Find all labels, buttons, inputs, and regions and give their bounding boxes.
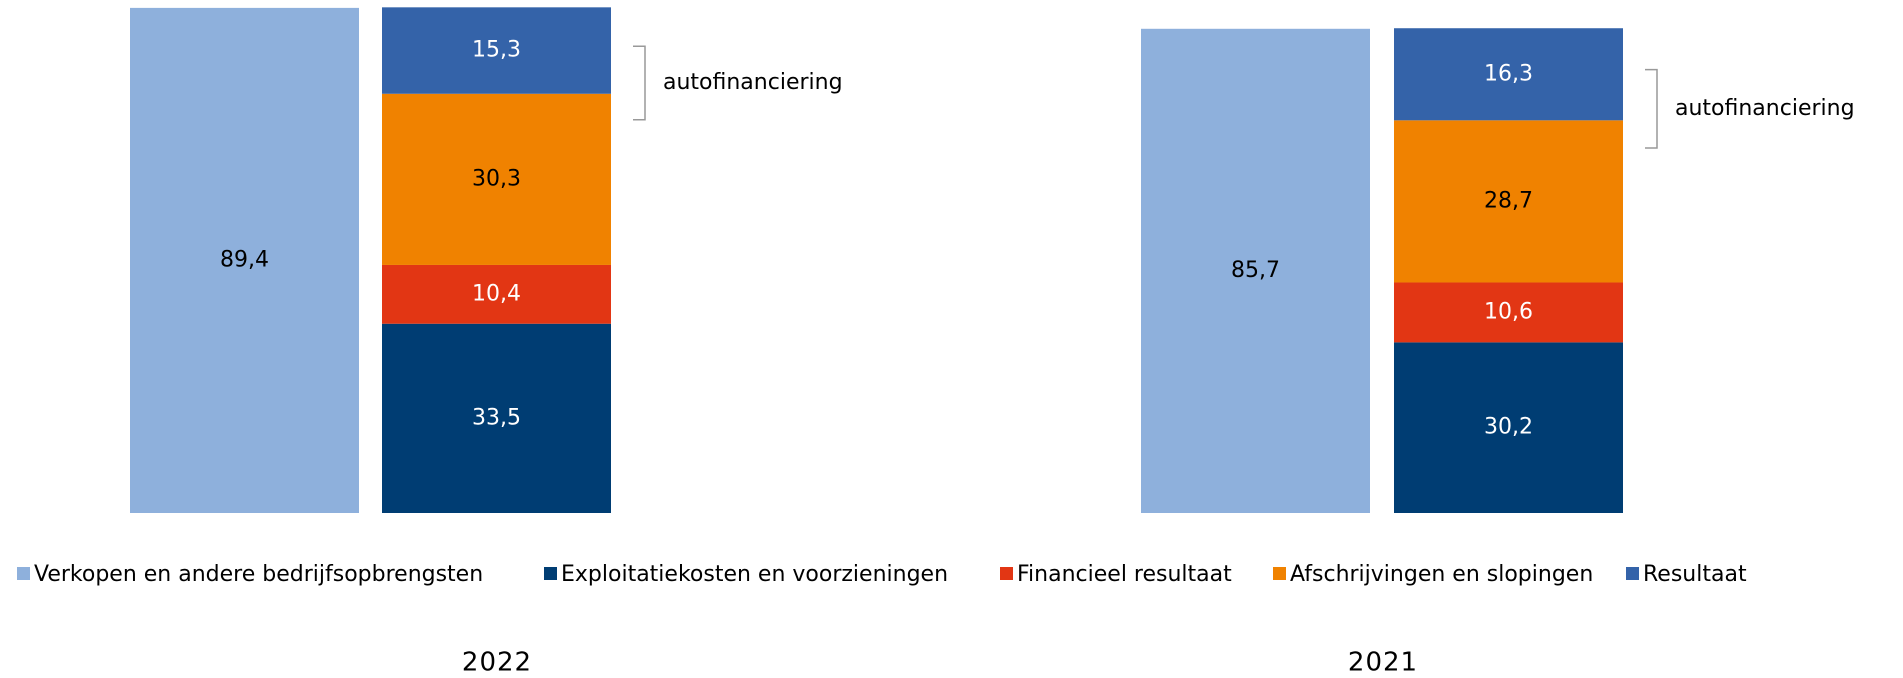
value-label: 28,7 bbox=[1484, 188, 1533, 213]
value-label: 10,4 bbox=[472, 281, 521, 306]
bar-segment bbox=[382, 7, 611, 94]
bar-segment bbox=[1141, 28, 1370, 513]
value-label: 89,4 bbox=[220, 247, 269, 272]
value-label: 85,7 bbox=[1231, 258, 1280, 283]
bar-segment bbox=[382, 323, 611, 513]
legend-swatch bbox=[17, 567, 30, 580]
legend-label: Financieel resultaat bbox=[1017, 562, 1232, 587]
legend-swatch bbox=[544, 567, 557, 580]
value-label: 15,3 bbox=[472, 38, 521, 63]
value-label: 30,2 bbox=[1484, 415, 1533, 440]
legend-swatch bbox=[1626, 567, 1639, 580]
legend-label: Resultaat bbox=[1643, 562, 1747, 587]
chart-title: 2022 bbox=[462, 648, 532, 678]
value-label: 30,3 bbox=[472, 166, 521, 191]
bar-segment bbox=[382, 264, 611, 324]
bar-segment bbox=[382, 93, 611, 265]
annotation: autofinanciering bbox=[663, 70, 843, 95]
value-label: 16,3 bbox=[1484, 61, 1533, 86]
bar-segment bbox=[1394, 342, 1623, 513]
chart-title: 2021 bbox=[1348, 648, 1418, 678]
bar-segment bbox=[1394, 120, 1623, 283]
bar-segment bbox=[1394, 282, 1623, 343]
legend-label: Verkopen en andere bedrijfsopbrengsten bbox=[34, 562, 483, 587]
bar-segment bbox=[130, 7, 359, 513]
legend-label: Exploitatiekosten en voorzieningen bbox=[561, 562, 948, 587]
legend-label: Afschrijvingen en slopingen bbox=[1290, 562, 1593, 587]
bar-segment bbox=[1394, 28, 1623, 121]
legend-swatch bbox=[1273, 567, 1286, 580]
annotation: autofinanciering bbox=[1675, 96, 1855, 121]
value-label: 33,5 bbox=[472, 405, 521, 430]
bracket bbox=[633, 45, 646, 121]
legend-swatch bbox=[1000, 567, 1013, 580]
bracket bbox=[1645, 68, 1658, 149]
value-label: 10,6 bbox=[1484, 299, 1533, 324]
